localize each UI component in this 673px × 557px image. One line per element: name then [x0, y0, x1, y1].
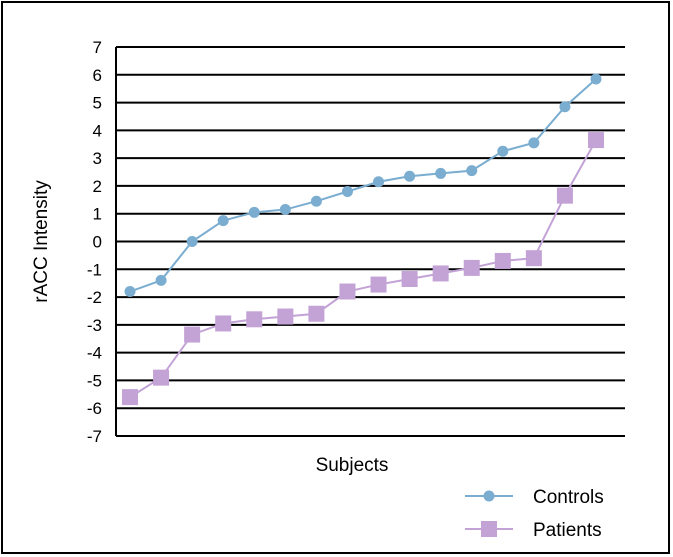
y-axis-title: rACC Intensity — [31, 180, 52, 303]
controls-point — [590, 73, 602, 85]
y-tick-label: 4 — [93, 121, 102, 140]
y-tick-label: -6 — [87, 399, 102, 418]
y-tick-label: -1 — [87, 260, 102, 279]
patients-point — [184, 326, 201, 343]
legend-label: Patients — [533, 520, 602, 541]
controls-point — [186, 236, 198, 247]
legend-marker — [483, 490, 495, 502]
patients-point — [370, 276, 387, 293]
legend-label: Controls — [533, 487, 604, 508]
controls-point — [497, 145, 509, 157]
gridlines — [116, 46, 625, 410]
series-patients — [122, 132, 604, 406]
controls-point — [124, 286, 136, 298]
patients-point — [215, 315, 232, 332]
y-tick-label: 1 — [93, 205, 102, 224]
patients-point — [588, 132, 604, 149]
patients-line — [129, 139, 597, 398]
y-tick-label: -7 — [87, 427, 102, 446]
patients-point — [494, 252, 511, 269]
controls-point — [559, 101, 571, 113]
controls-point — [279, 204, 291, 216]
y-tick-label: 2 — [93, 177, 102, 196]
controls-point — [435, 167, 447, 179]
y-tick-label: 6 — [93, 66, 102, 85]
controls-point — [373, 176, 385, 188]
y-tick-label: -5 — [87, 371, 102, 390]
y-tick-label: 3 — [93, 149, 102, 168]
patients-point — [122, 389, 138, 406]
controls-point — [248, 206, 260, 218]
y-tick-label: 7 — [93, 38, 102, 57]
controls-point — [404, 170, 416, 182]
x-axis-title: Subjects — [316, 455, 389, 476]
patients-point — [308, 305, 325, 322]
y-tick-label: -2 — [87, 288, 102, 307]
controls-point — [310, 195, 322, 207]
y-tick-label: 5 — [93, 94, 102, 113]
legend: Controls Patients — [465, 487, 604, 541]
controls-line — [129, 78, 597, 293]
patients-point — [525, 250, 542, 267]
chart-svg: 7 6 5 4 3 2 1 0 -1 -2 -3 -4 -5 -6 -7 rACC Intensity Su… — [31, 38, 625, 541]
patients-point — [339, 283, 356, 300]
y-tick-label: -4 — [87, 344, 102, 363]
patients-point — [153, 369, 170, 386]
patients-point — [556, 187, 573, 204]
series-layer — [122, 73, 604, 406]
controls-point — [528, 137, 540, 149]
series-controls — [124, 73, 602, 298]
controls-point — [155, 274, 167, 286]
patients-point — [401, 271, 418, 288]
y-axis-ticks: 7 6 5 4 3 2 1 0 -1 -2 -3 -4 -5 -6 -7 — [87, 38, 102, 446]
patients-point — [246, 311, 263, 328]
legend-item-controls: Controls — [465, 487, 604, 508]
patients-point — [432, 265, 449, 282]
controls-point — [341, 185, 353, 197]
controls-point — [466, 165, 478, 177]
legend-marker — [481, 521, 497, 537]
patients-point — [277, 308, 294, 325]
y-tick-label: 0 — [93, 233, 102, 252]
axes — [115, 47, 625, 437]
controls-point — [217, 215, 229, 227]
patients-point — [463, 259, 480, 276]
legend-item-patients: Patients — [465, 520, 602, 541]
y-tick-label: -3 — [87, 316, 102, 335]
